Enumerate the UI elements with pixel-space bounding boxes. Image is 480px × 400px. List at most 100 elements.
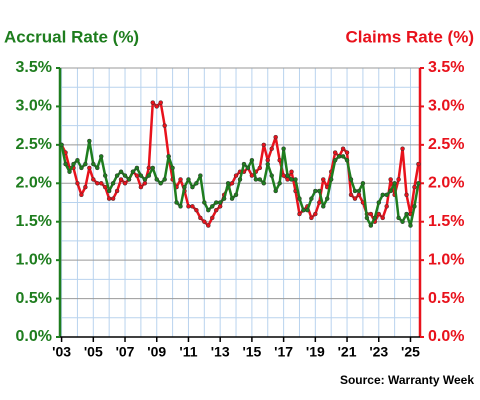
x-tick-label: '09: [147, 344, 166, 360]
point-marker: [110, 181, 116, 186]
point-marker: [142, 181, 148, 186]
y-tick-label: 3.5%: [16, 59, 52, 76]
y2-tick-label: 2.5%: [428, 136, 464, 153]
x-tick-label: '21: [338, 344, 357, 360]
point-marker: [186, 177, 191, 182]
point-marker: [404, 211, 409, 217]
point-marker: [209, 204, 215, 209]
point-marker: [340, 146, 346, 151]
point-marker: [221, 196, 227, 201]
point-marker: [162, 177, 167, 182]
point-marker: [404, 192, 409, 198]
point-marker: [138, 184, 144, 190]
point-marker: [229, 181, 235, 186]
point-marker: [178, 204, 183, 209]
point-marker: [344, 157, 350, 163]
point-marker: [380, 215, 385, 221]
point-marker: [182, 184, 187, 190]
point-marker: [166, 154, 171, 159]
point-marker: [340, 154, 346, 159]
point-marker: [416, 161, 421, 167]
point-marker: [376, 200, 382, 205]
y2-tick-label: 0.5%: [428, 290, 464, 307]
x-tick-label: '15: [242, 344, 261, 360]
point-marker: [217, 204, 223, 209]
point-marker: [305, 207, 310, 213]
point-marker: [87, 138, 92, 144]
y-tick-label: 2.5%: [16, 136, 52, 153]
point-marker: [309, 215, 314, 221]
point-marker: [134, 173, 140, 178]
x-tick-label: '17: [274, 344, 293, 360]
point-marker: [150, 165, 156, 171]
point-marker: [67, 169, 72, 175]
x-tick-label: '05: [84, 344, 103, 360]
point-marker: [194, 207, 199, 213]
point-marker: [59, 142, 64, 148]
point-marker: [98, 154, 104, 159]
point-marker: [106, 188, 112, 194]
point-marker: [249, 173, 255, 178]
point-marker: [400, 219, 405, 224]
point-marker: [154, 177, 159, 182]
point-marker: [134, 165, 140, 171]
point-marker: [257, 177, 263, 182]
point-marker: [190, 204, 195, 209]
point-marker: [313, 188, 318, 194]
point-marker: [75, 181, 80, 186]
point-marker: [233, 173, 239, 178]
x-tick-label: '07: [116, 344, 135, 360]
point-marker: [368, 223, 374, 228]
x-tick-label: '03: [52, 344, 71, 360]
right-axis-title: Claims Rate (%): [346, 27, 474, 46]
point-marker: [186, 204, 191, 209]
point-marker: [281, 173, 286, 178]
point-marker: [83, 184, 88, 190]
point-marker: [202, 219, 207, 224]
point-marker: [114, 188, 120, 194]
point-marker: [269, 173, 274, 178]
point-marker: [249, 157, 255, 163]
point-marker: [317, 188, 322, 194]
point-marker: [194, 181, 199, 186]
point-marker: [95, 181, 100, 186]
point-marker: [328, 177, 334, 182]
point-marker: [122, 181, 128, 186]
point-marker: [79, 192, 84, 198]
point-marker: [289, 169, 294, 175]
point-marker: [114, 173, 120, 178]
point-marker: [95, 165, 100, 171]
y-tick-label: 0.5%: [16, 290, 52, 307]
point-marker: [281, 146, 286, 151]
point-marker: [257, 165, 263, 171]
left-axis-title: Accrual Rate (%): [4, 27, 139, 46]
point-marker: [352, 196, 358, 201]
point-marker: [118, 177, 124, 182]
point-marker: [412, 184, 417, 190]
point-marker: [91, 161, 96, 167]
y-tick-label: 2.0%: [16, 175, 52, 192]
point-marker: [416, 181, 421, 186]
point-marker: [206, 223, 211, 228]
point-marker: [83, 161, 88, 167]
point-marker: [225, 181, 231, 186]
point-marker: [293, 177, 298, 182]
point-marker: [150, 100, 156, 105]
point-marker: [400, 146, 405, 151]
y-tick-label: 1.5%: [16, 213, 52, 230]
point-marker: [297, 196, 302, 201]
x-tick-label: '11: [179, 344, 197, 360]
point-marker: [336, 154, 342, 159]
point-marker: [321, 177, 326, 182]
point-marker: [154, 104, 159, 109]
point-marker: [91, 177, 96, 182]
point-marker: [98, 181, 104, 186]
y2-tick-label: 1.0%: [428, 251, 464, 268]
point-marker: [297, 211, 302, 217]
y2-tick-label: 1.5%: [428, 213, 464, 230]
point-marker: [344, 150, 350, 155]
point-marker: [253, 177, 259, 182]
point-marker: [309, 196, 314, 201]
point-marker: [146, 165, 152, 171]
point-marker: [273, 134, 278, 140]
